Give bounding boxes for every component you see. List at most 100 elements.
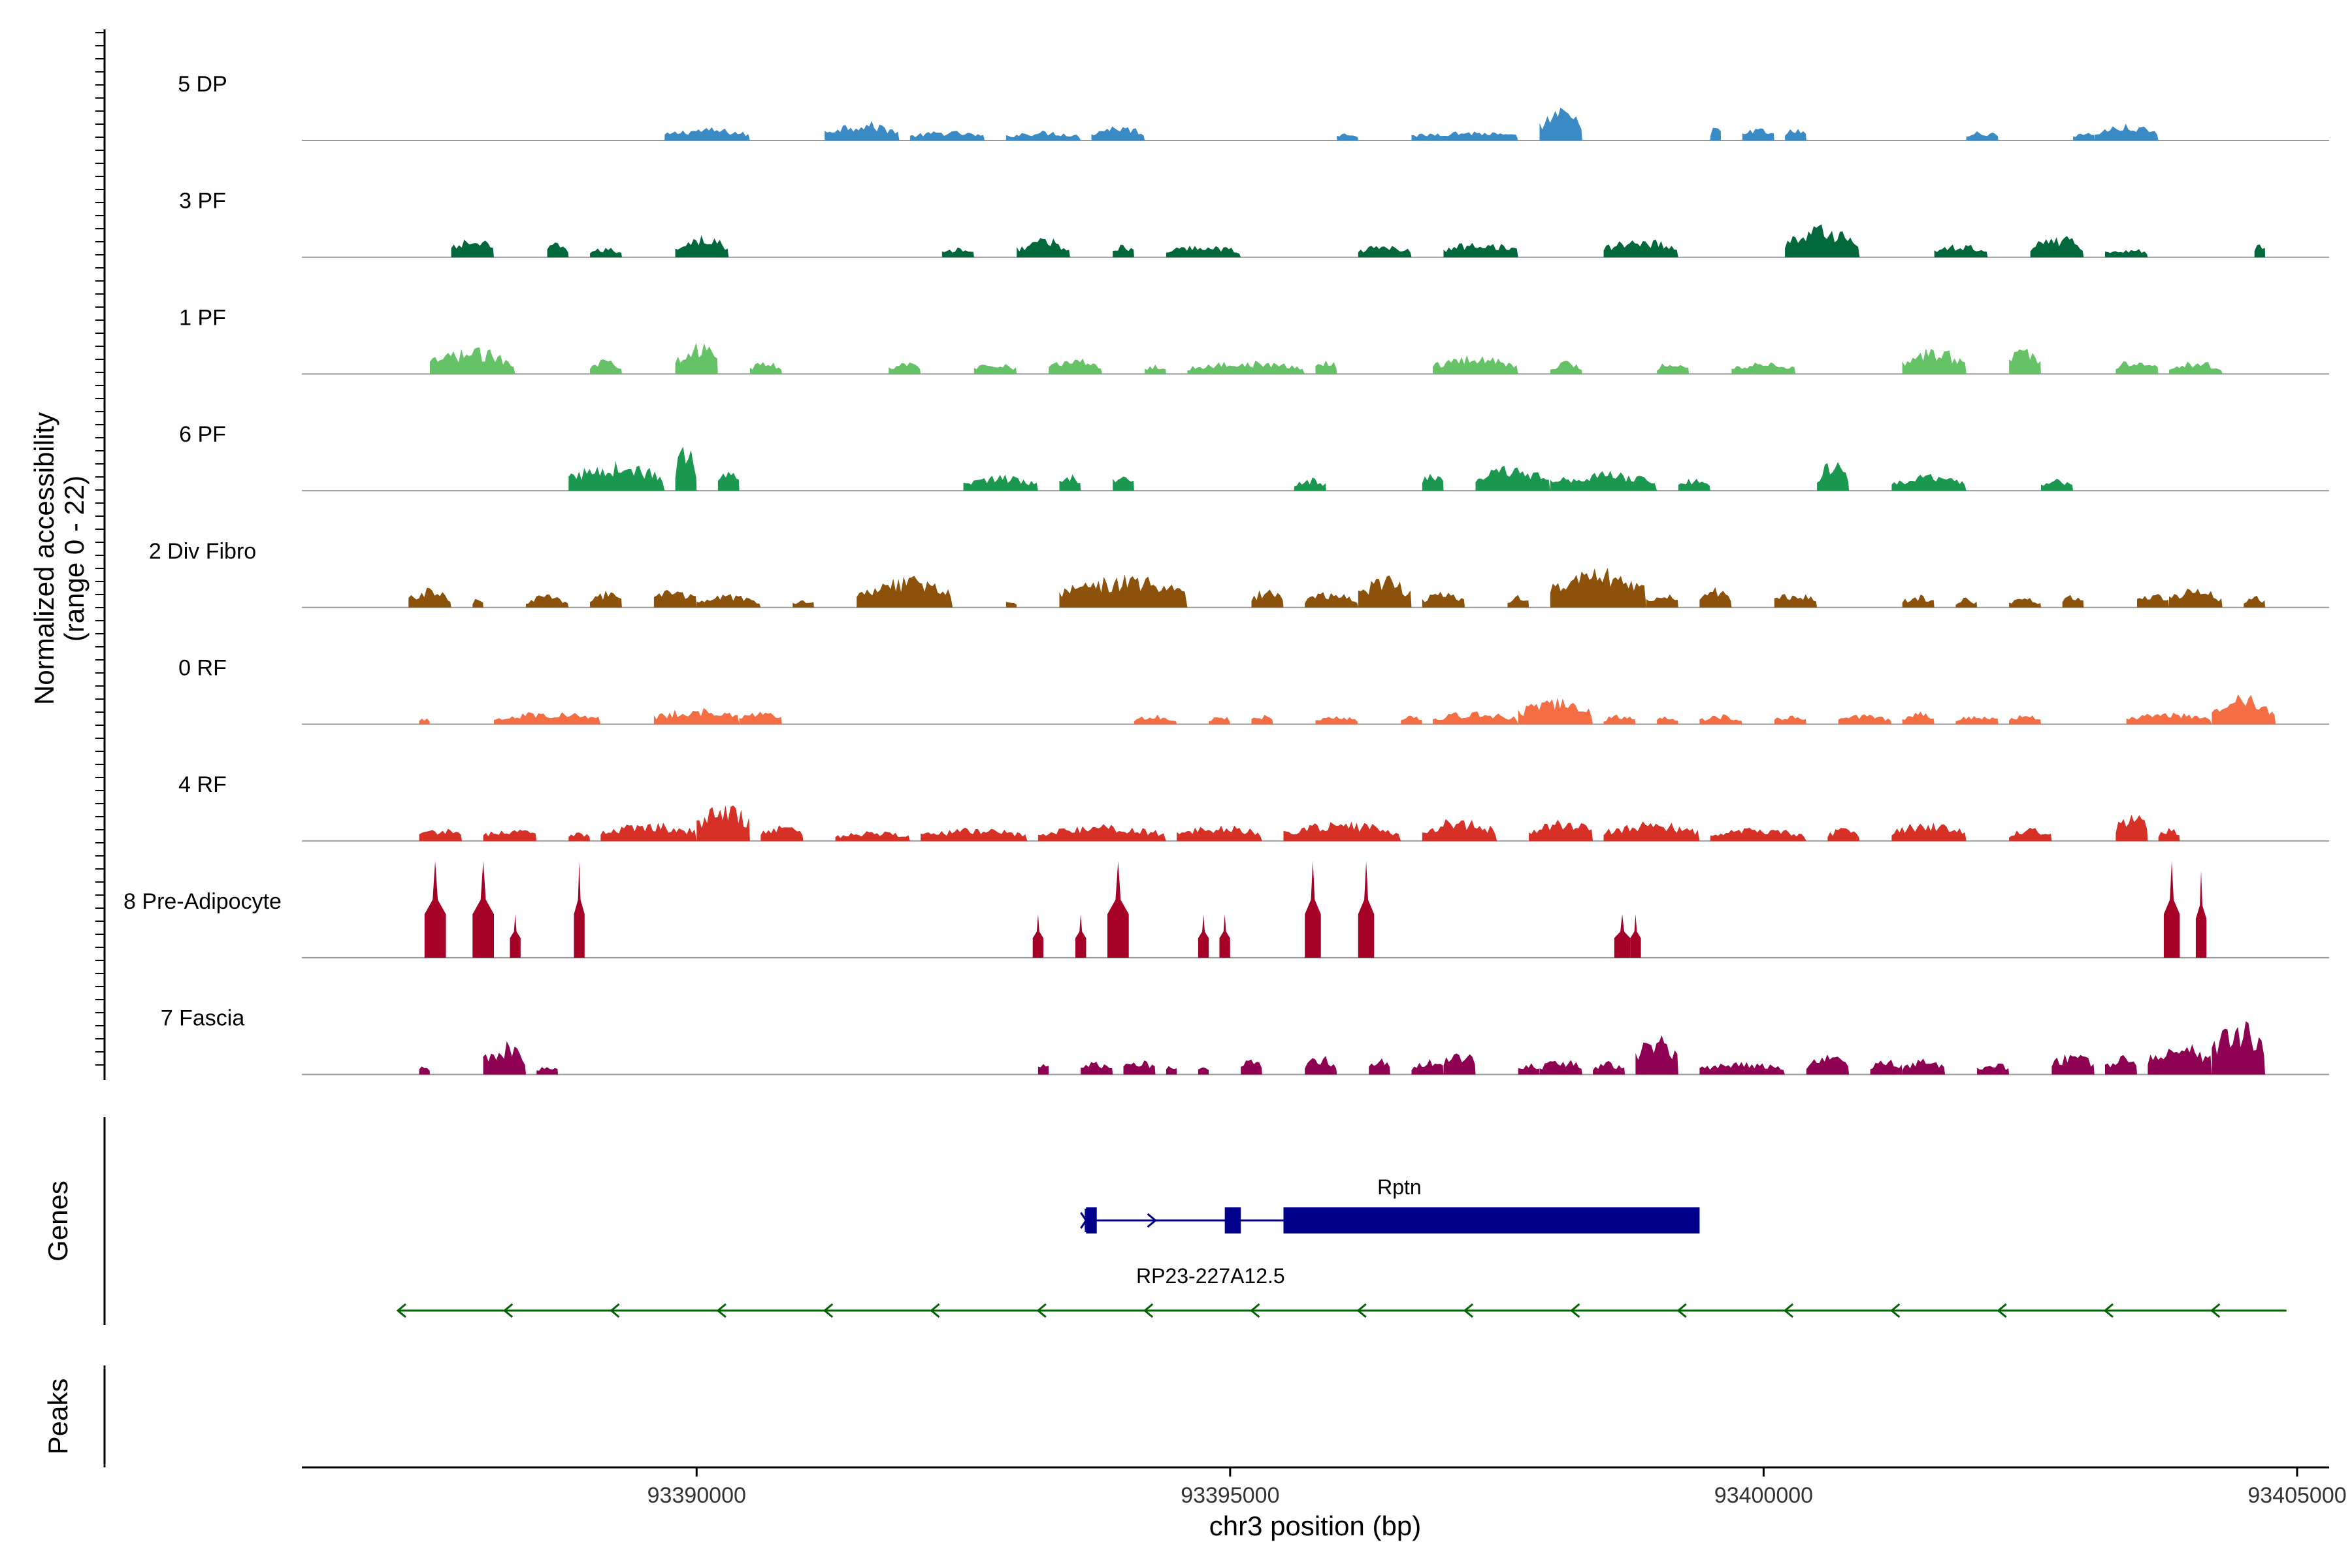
coverage-peak xyxy=(1977,1063,2010,1075)
coverage-peak xyxy=(1518,697,1593,725)
coverage-peak xyxy=(1358,246,1412,257)
coverage-peak xyxy=(1902,595,1935,608)
coverage-peak xyxy=(1134,714,1177,725)
track-label: 3 PF xyxy=(179,189,226,214)
y-axis-title-line2: (range 0 - 22) xyxy=(59,476,90,642)
coverage-peak xyxy=(1934,244,1988,257)
x-axis-title: chr3 position (bp) xyxy=(1209,1511,1422,1541)
coverage-peak xyxy=(2105,249,2148,257)
coverage-peak xyxy=(2009,348,2041,374)
gene-rp23-strand-arrow xyxy=(1143,1303,1154,1318)
track-label: 7 Fascia xyxy=(161,1006,245,1031)
coverage-peak xyxy=(472,860,494,958)
gene-rp23-strand-arrow xyxy=(1463,1303,1474,1318)
coverage-peak xyxy=(419,828,462,841)
gene-rp23-strand-arrow xyxy=(1783,1303,1794,1318)
coverage-peak xyxy=(2244,595,2265,608)
track-label: 5 DP xyxy=(178,72,227,97)
coverage-peak xyxy=(1774,715,1806,725)
track-2-div-fibro: 2 Div Fibro xyxy=(149,539,2329,608)
coverage-peak xyxy=(1422,474,1444,491)
coverage-peak xyxy=(1315,360,1337,374)
coverage-peak xyxy=(1785,129,1806,140)
coverage-peak xyxy=(1678,478,1710,491)
track-label: 0 RF xyxy=(178,656,227,681)
coverage-peak xyxy=(1630,914,1641,958)
coverage-peak xyxy=(526,594,569,608)
track-6-pf: 6 PF xyxy=(179,422,2329,492)
coverage-peak xyxy=(510,914,521,958)
coverage-peak xyxy=(760,825,804,841)
gene-rptn-label: Rptn xyxy=(1377,1175,1422,1199)
coverage-peak xyxy=(568,461,665,491)
coverage-y-ticks xyxy=(95,32,105,1066)
coverage-peak xyxy=(2254,244,2265,257)
coverage-peak xyxy=(1401,715,1422,725)
gene-rp23-label: RP23-227A12.5 xyxy=(1136,1264,1285,1288)
coverage-peak xyxy=(1635,1035,1678,1075)
gene-rp23-strand-arrow xyxy=(716,1303,727,1318)
coverage-tracks: 5 DP 3 PF 1 PF 6 PF 2 Div Fibro 0 RF 4 RF 8 Pre… xyxy=(123,72,2329,1075)
coverage-peak xyxy=(1251,715,1273,725)
coverage-peak xyxy=(1507,595,1529,608)
coverage-peak xyxy=(889,362,921,374)
coverage-peak xyxy=(483,1041,526,1075)
coverage-peak xyxy=(1731,362,1796,374)
coverage-peak xyxy=(675,446,697,491)
gene-rptn-exon xyxy=(1283,1207,1700,1233)
coverage-peak xyxy=(675,235,729,257)
coverage-peak xyxy=(1603,239,1678,257)
coverage-peak xyxy=(1411,1059,1444,1075)
coverage-peak xyxy=(675,342,718,374)
coverage-peak xyxy=(1005,130,1081,140)
coverage-peak xyxy=(1059,574,1188,608)
coverage-peak xyxy=(909,131,985,140)
coverage-peak xyxy=(2195,870,2207,958)
track-0-rf: 0 RF xyxy=(178,656,2329,725)
coverage-peak xyxy=(1294,478,1326,491)
coverage-peak xyxy=(1902,1058,1946,1075)
coverage-peak xyxy=(1422,591,1465,608)
coverage-peak xyxy=(1241,1059,1262,1075)
coverage-peak xyxy=(483,830,537,841)
coverage-peak xyxy=(1209,717,1230,725)
gene-rp23-strand-arrow xyxy=(1036,1303,1047,1318)
coverage-peak xyxy=(1411,131,1518,140)
coverage-peak xyxy=(1710,828,1806,841)
coverage-peak xyxy=(1785,224,1860,257)
coverage-peak xyxy=(2105,1055,2137,1075)
gene-track: Rptn RP23-227A12.5 xyxy=(396,1175,2287,1318)
coverage-peak xyxy=(1187,361,1305,374)
coverage-peak xyxy=(1539,107,1582,140)
track-7-fascia: 7 Fascia xyxy=(161,1006,2329,1075)
coverage-peak xyxy=(1017,238,1070,257)
coverage-peak xyxy=(1443,242,1518,257)
coverage-peak xyxy=(792,600,814,608)
coverage-peak xyxy=(1081,1062,1113,1075)
coverage-peak xyxy=(1032,914,1043,958)
coverage-peak xyxy=(1305,592,1358,608)
gene-rptn-start-arrow xyxy=(1080,1212,1088,1229)
coverage-peak xyxy=(1902,711,1935,725)
coverage-peak xyxy=(1699,587,1732,608)
coverage-peak xyxy=(1891,823,1967,841)
gene-rp23-strand-arrow xyxy=(930,1303,940,1318)
coverage-peak xyxy=(1603,714,1636,725)
coverage-peak xyxy=(1433,711,1518,725)
coverage-peak xyxy=(1037,824,1166,841)
gene-rp23-strand-arrow xyxy=(823,1303,834,1318)
coverage-peak xyxy=(1902,348,1967,374)
x-tick-label: 93395000 xyxy=(1181,1483,1279,1508)
coverage-peak xyxy=(1550,361,1582,374)
gene-rp23-strand-arrow xyxy=(1356,1303,1367,1318)
coverage-peak xyxy=(1369,1058,1390,1075)
gene-rptn: Rptn xyxy=(1080,1175,1700,1233)
coverage-peak xyxy=(574,860,585,958)
gene-rptn-strand-arrow xyxy=(1147,1213,1157,1228)
coverage-peak xyxy=(1657,716,1678,725)
gene-rp23-strand-arrow xyxy=(2103,1303,2114,1318)
coverage-peak xyxy=(1657,363,1690,374)
x-tick-label: 93405000 xyxy=(2247,1483,2346,1508)
coverage-peak xyxy=(1838,714,1892,725)
gene-rp23-strand-arrow xyxy=(1997,1303,2007,1318)
